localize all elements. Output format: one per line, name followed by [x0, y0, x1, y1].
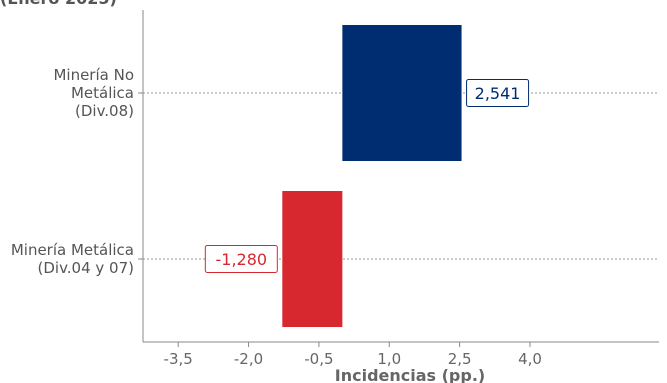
category-label: Minería Metálica (Div.04 y 07)	[11, 241, 134, 277]
x-tick-label: 1,0	[377, 350, 401, 368]
data-label-box	[466, 79, 530, 107]
x-tick-label: 2,5	[448, 350, 472, 368]
bar	[282, 191, 343, 327]
x-tick-label: -3,5	[164, 350, 193, 368]
x-axis-title: Incidencias (pp.)	[335, 366, 485, 383]
data-label-box	[204, 245, 278, 273]
bar	[342, 25, 462, 161]
x-tick-label: -0,5	[304, 350, 333, 368]
data-label: -1,280	[216, 250, 268, 269]
chart-title: (Enero 2025)	[0, 0, 117, 8]
category-label: Minería No Metálica (Div.08)	[53, 66, 134, 120]
x-tick-label: -2,0	[234, 350, 263, 368]
x-tick-label: 4,0	[518, 350, 542, 368]
data-label: 2,541	[475, 84, 521, 103]
